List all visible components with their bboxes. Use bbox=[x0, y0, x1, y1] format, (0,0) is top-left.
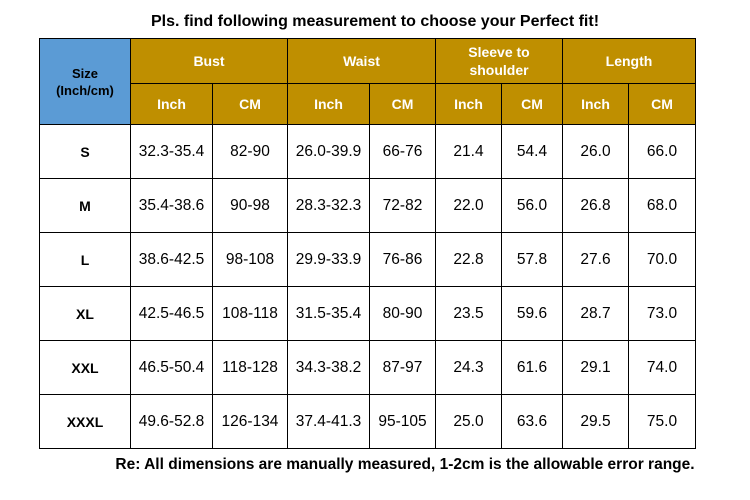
measurement-cell: 70.0 bbox=[628, 232, 696, 287]
size-header-label: Size (Inch/cm) bbox=[56, 65, 114, 98]
measurement-cell: 57.8 bbox=[501, 232, 563, 287]
table-row: L 38.6-42.5 98-108 29.9-33.9 76-86 22.8 57.8 27… bbox=[39, 232, 696, 287]
measurement-cell: 22.0 bbox=[435, 178, 502, 233]
measurement-cell: 29.5 bbox=[562, 394, 629, 449]
measurement-cell: 26.8 bbox=[562, 178, 629, 233]
measurement-cell: 95-105 bbox=[369, 394, 436, 449]
waist-header-label: Waist bbox=[343, 53, 380, 69]
unit-header: CM bbox=[628, 83, 696, 125]
size-chart-table: Size (Inch/cm) Bust Waist Sleeve to should… bbox=[39, 38, 696, 449]
measurement-cell: 28.7 bbox=[562, 286, 629, 341]
measurement-cell: 74.0 bbox=[628, 340, 696, 395]
size-cell: L bbox=[39, 232, 131, 287]
measurement-cell: 32.3-35.4 bbox=[130, 124, 213, 179]
measurement-cell: 26.0-39.9 bbox=[287, 124, 370, 179]
measurement-cell: 75.0 bbox=[628, 394, 696, 449]
measurement-cell: 108-118 bbox=[212, 286, 288, 341]
measurement-cell: 66.0 bbox=[628, 124, 696, 179]
measurement-cell: 21.4 bbox=[435, 124, 502, 179]
measurement-cell: 49.6-52.8 bbox=[130, 394, 213, 449]
measurement-cell: 42.5-46.5 bbox=[130, 286, 213, 341]
measurement-cell: 56.0 bbox=[501, 178, 563, 233]
measurement-cell: 72-82 bbox=[369, 178, 436, 233]
measurement-cell: 46.5-50.4 bbox=[130, 340, 213, 395]
measurement-cell: 80-90 bbox=[369, 286, 436, 341]
measurement-cell: 34.3-38.2 bbox=[287, 340, 370, 395]
measurement-cell: 27.6 bbox=[562, 232, 629, 287]
measurement-cell: 24.3 bbox=[435, 340, 502, 395]
size-cell: M bbox=[39, 178, 131, 233]
measurement-cell: 61.6 bbox=[501, 340, 563, 395]
measurement-cell: 26.0 bbox=[562, 124, 629, 179]
measurement-cell: 31.5-35.4 bbox=[287, 286, 370, 341]
table-row: XXXL 49.6-52.8 126-134 37.4-41.3 95-105 25.0 6… bbox=[39, 394, 696, 449]
measurement-cell: 23.5 bbox=[435, 286, 502, 341]
measurement-note: Re: All dimensions are manually measured… bbox=[115, 456, 695, 473]
unit-header: Inch bbox=[287, 83, 370, 125]
bust-header-label: Bust bbox=[193, 53, 225, 69]
measurement-cell: 35.4-38.6 bbox=[130, 178, 213, 233]
unit-header: Inch bbox=[130, 83, 213, 125]
measurement-cell: 66-76 bbox=[369, 124, 436, 179]
waist-header: Waist bbox=[287, 38, 436, 84]
size-cell: XL bbox=[39, 286, 131, 341]
size-cell: S bbox=[39, 124, 131, 179]
sleeve-header-label: Sleeve to shoulder bbox=[468, 44, 530, 78]
group-header-row: Size (Inch/cm) Bust Waist Sleeve to should… bbox=[39, 38, 696, 125]
size-cell: XXXL bbox=[39, 394, 131, 449]
measurement-cell: 90-98 bbox=[212, 178, 288, 233]
unit-header: CM bbox=[212, 83, 288, 125]
measurement-cell: 59.6 bbox=[501, 286, 563, 341]
table-row: XXL 46.5-50.4 118-128 34.3-38.2 87-97 24.3 61.… bbox=[39, 340, 696, 395]
measurement-cell: 25.0 bbox=[435, 394, 502, 449]
table-row: XL 42.5-46.5 108-118 31.5-35.4 80-90 23.5 59.6… bbox=[39, 286, 696, 341]
measurement-cell: 22.8 bbox=[435, 232, 502, 287]
measurement-cell: 82-90 bbox=[212, 124, 288, 179]
measurement-cell: 118-128 bbox=[212, 340, 288, 395]
measurement-cell: 37.4-41.3 bbox=[287, 394, 370, 449]
measurement-cell: 28.3-32.3 bbox=[287, 178, 370, 233]
measurement-cell: 63.6 bbox=[501, 394, 563, 449]
measurement-cell: 76-86 bbox=[369, 232, 436, 287]
measurement-cell: 87-97 bbox=[369, 340, 436, 395]
size-cell: XXL bbox=[39, 340, 131, 395]
measurement-cell: 68.0 bbox=[628, 178, 696, 233]
measurement-cell: 54.4 bbox=[501, 124, 563, 179]
table-body: S 32.3-35.4 82-90 26.0-39.9 66-76 21.4 54.4 26.… bbox=[39, 124, 696, 449]
sleeve-header: Sleeve to shoulder bbox=[435, 38, 563, 84]
unit-header: CM bbox=[369, 83, 436, 125]
length-header: Length bbox=[562, 38, 696, 84]
table-row: S 32.3-35.4 82-90 26.0-39.9 66-76 21.4 54.4 26.… bbox=[39, 124, 696, 179]
bust-header: Bust bbox=[130, 38, 288, 84]
size-header: Size (Inch/cm) bbox=[39, 38, 131, 125]
page-title: Pls. find following measurement to choos… bbox=[150, 13, 600, 30]
table-row: M 35.4-38.6 90-98 28.3-32.3 72-82 22.0 56.0 26.… bbox=[39, 178, 696, 233]
measurement-cell: 29.1 bbox=[562, 340, 629, 395]
unit-header: Inch bbox=[435, 83, 502, 125]
unit-header: CM bbox=[501, 83, 563, 125]
length-header-label: Length bbox=[605, 53, 653, 69]
measurement-cell: 29.9-33.9 bbox=[287, 232, 370, 287]
measurement-cell: 73.0 bbox=[628, 286, 696, 341]
unit-header-row: Inch CM Inch CM Inch CM Inch CM bbox=[40, 83, 696, 125]
measurement-cell: 98-108 bbox=[212, 232, 288, 287]
unit-header: Inch bbox=[562, 83, 629, 125]
measurement-cell: 126-134 bbox=[212, 394, 288, 449]
measurement-cell: 38.6-42.5 bbox=[130, 232, 213, 287]
